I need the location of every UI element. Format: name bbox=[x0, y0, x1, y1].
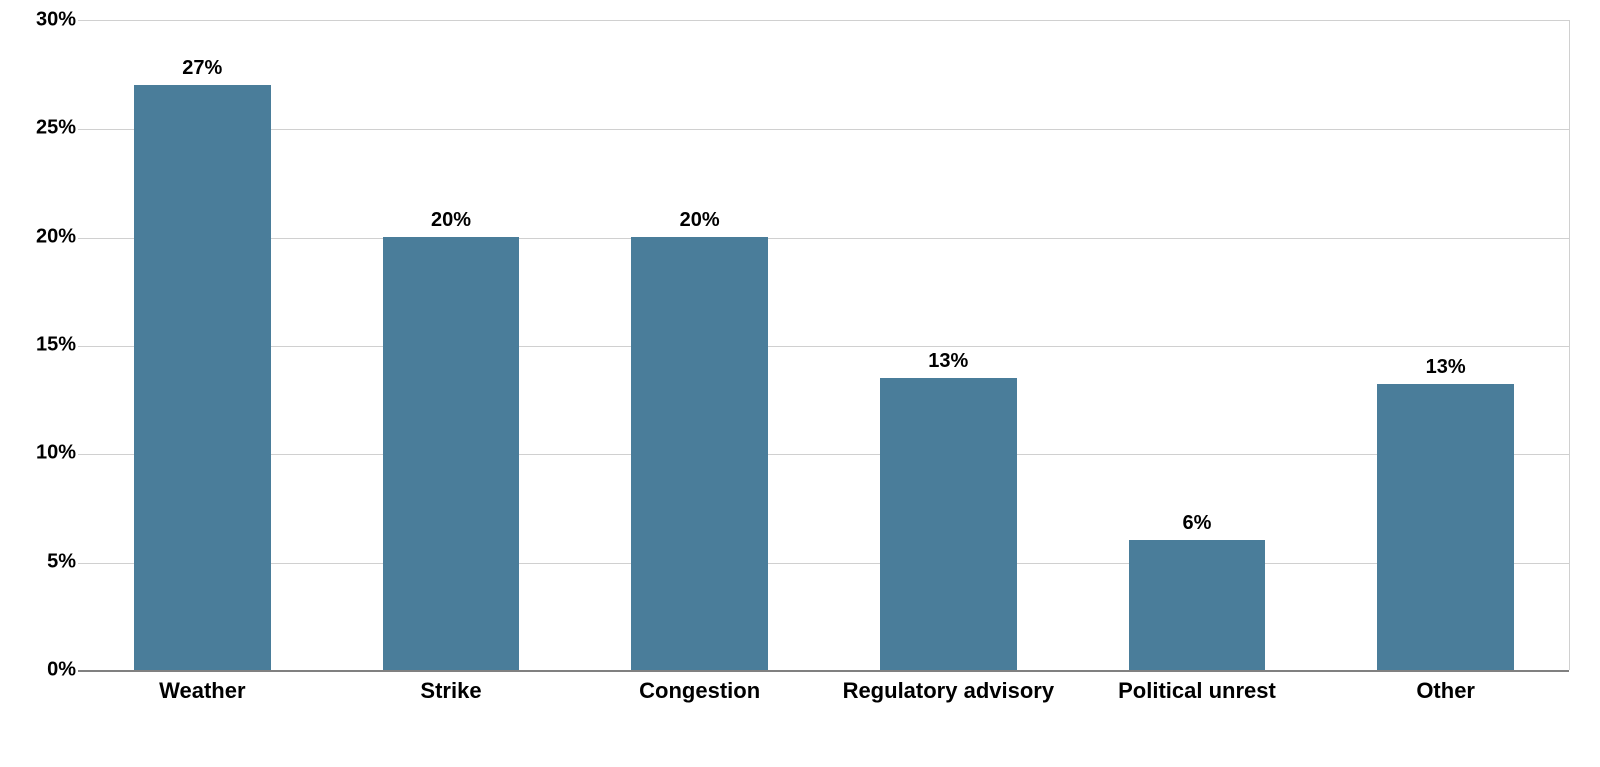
x-tick-label: Congestion bbox=[575, 678, 824, 704]
y-tick-label: 10% bbox=[26, 442, 76, 465]
y-tick-label: 25% bbox=[26, 117, 76, 140]
x-axis: WeatherStrikeCongestionRegulatory adviso… bbox=[78, 678, 1570, 748]
y-tick-label: 0% bbox=[26, 659, 76, 682]
x-tick-label: Weather bbox=[78, 678, 327, 704]
bar: 13% bbox=[880, 378, 1017, 671]
data-label: 20% bbox=[383, 209, 520, 232]
data-label: 20% bbox=[631, 209, 768, 232]
x-tick-label: Strike bbox=[327, 678, 576, 704]
bar: 27% bbox=[134, 85, 271, 670]
bar: 6% bbox=[1129, 540, 1266, 670]
bars-layer: 27% 20% 20% 13% 6% 13% bbox=[78, 20, 1570, 670]
bar: 20% bbox=[631, 237, 768, 670]
data-label: 13% bbox=[1377, 356, 1514, 379]
y-tick-label: 20% bbox=[26, 225, 76, 248]
y-tick-label: 15% bbox=[26, 334, 76, 357]
bar-chart: 0% 5% 10% 15% 20% 25% 30% 27% 20% 20% 13% 6% 13% We… bbox=[20, 10, 1580, 757]
x-axis-baseline bbox=[78, 670, 1569, 672]
data-label: 27% bbox=[134, 57, 271, 80]
bar: 20% bbox=[383, 237, 520, 670]
data-label: 13% bbox=[880, 350, 1017, 373]
y-tick-label: 5% bbox=[26, 550, 76, 573]
x-tick-label: Other bbox=[1321, 678, 1570, 704]
bar: 13% bbox=[1377, 384, 1514, 670]
data-label: 6% bbox=[1129, 512, 1266, 535]
x-tick-label: Regulatory advisory bbox=[824, 678, 1073, 704]
x-tick-label: Political unrest bbox=[1073, 678, 1322, 704]
y-tick-label: 30% bbox=[26, 9, 76, 32]
